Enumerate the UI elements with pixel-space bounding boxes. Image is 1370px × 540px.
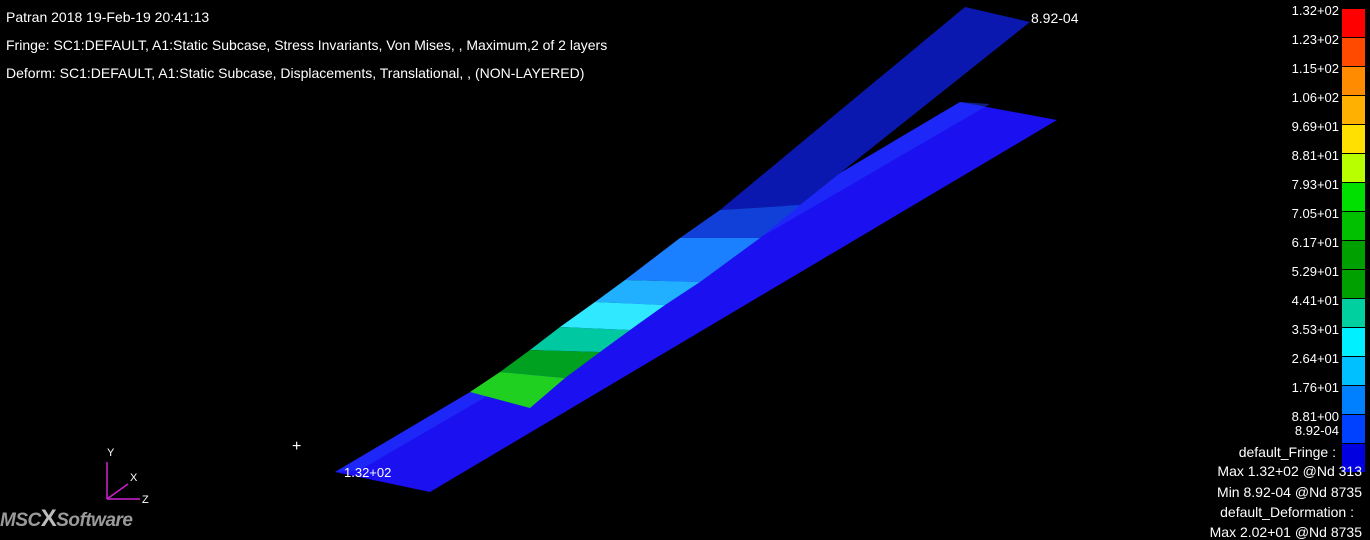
legend-label: 1.32+02 xyxy=(1291,3,1339,18)
legend-swatch xyxy=(1341,66,1366,96)
legend-label: 7.05+01 xyxy=(1291,206,1339,221)
legend-swatch xyxy=(1341,124,1366,154)
legend-label: 5.29+01 xyxy=(1291,264,1339,279)
legend-swatch xyxy=(1341,240,1366,270)
deformed-wing-band-3 xyxy=(595,280,700,305)
legend-label: 6.17+01 xyxy=(1291,235,1339,250)
legend-label: 1.23+02 xyxy=(1291,32,1339,47)
legend-label: 8.81+00 xyxy=(1291,409,1339,424)
legend-label: 2.64+01 xyxy=(1291,351,1339,366)
origin-marker: + xyxy=(292,438,301,455)
deformed-wing-band-6 xyxy=(500,350,600,378)
legend-swatch xyxy=(1341,298,1366,328)
undeformed-wing xyxy=(335,102,1057,492)
legend-swatch xyxy=(1341,414,1366,444)
legend-label: 8.81+01 xyxy=(1291,148,1339,163)
legend-label: 7.93+01 xyxy=(1291,177,1339,192)
legend-swatch xyxy=(1341,211,1366,241)
legend-label: 9.69+01 xyxy=(1291,119,1339,134)
deformed-wing-tip xyxy=(720,7,1030,210)
legend-label: 1.76+01 xyxy=(1291,380,1339,395)
fringe-description: Fringe: SC1:DEFAULT, A1:Static Subcase, … xyxy=(6,37,608,53)
legend-label: 4.41+01 xyxy=(1291,293,1339,308)
legend-swatch xyxy=(1341,8,1366,38)
deform-max: Max 2.02+01 @Nd 8735 xyxy=(1209,524,1362,540)
legend-swatch xyxy=(1341,153,1366,183)
axis-z-label: Z xyxy=(142,494,149,506)
deformed-wing-root xyxy=(470,372,565,408)
x-axis-icon xyxy=(106,483,129,500)
root-value-label: 1.32+02 xyxy=(344,465,391,480)
legend-label: 1.15+02 xyxy=(1291,61,1339,76)
title-line: Patran 2018 19-Feb-19 20:41:13 xyxy=(6,9,210,25)
axis-x-label: X xyxy=(130,472,138,484)
deformed-wing-band-1 xyxy=(680,205,800,238)
legend-swatch xyxy=(1341,269,1366,299)
fringe-max: Max 1.32+02 @Nd 313 xyxy=(1217,463,1362,479)
msc-software-logo: MSCXSoftware xyxy=(0,505,133,532)
fringe-info-title: default_Fringe : xyxy=(1238,444,1336,460)
deformed-wing-band-5 xyxy=(530,327,630,352)
deform-info-title: default_Deformation : xyxy=(1220,504,1354,520)
deform-description: Deform: SC1:DEFAULT, A1:Static Subcase, … xyxy=(6,65,585,81)
legend-swatch xyxy=(1341,37,1366,67)
legend-label: 3.53+01 xyxy=(1291,322,1339,337)
axis-y-label: Y xyxy=(107,447,115,459)
legend-label: 8.92-04 xyxy=(1294,423,1339,438)
legend-swatch xyxy=(1341,443,1366,473)
deformed-wing-band-2 xyxy=(625,238,760,282)
fringe-min: Min 8.92-04 @Nd 8735 xyxy=(1217,484,1362,500)
legend-swatch xyxy=(1341,327,1366,357)
legend-swatch xyxy=(1341,356,1366,386)
legend-swatch xyxy=(1341,385,1366,415)
tip-value-label: 8.92-04 xyxy=(1031,10,1079,26)
deformed-wing-band-4 xyxy=(560,302,665,330)
legend-swatch xyxy=(1341,182,1366,212)
legend-swatch xyxy=(1341,95,1366,125)
legend-label: 1.06+02 xyxy=(1291,90,1339,105)
